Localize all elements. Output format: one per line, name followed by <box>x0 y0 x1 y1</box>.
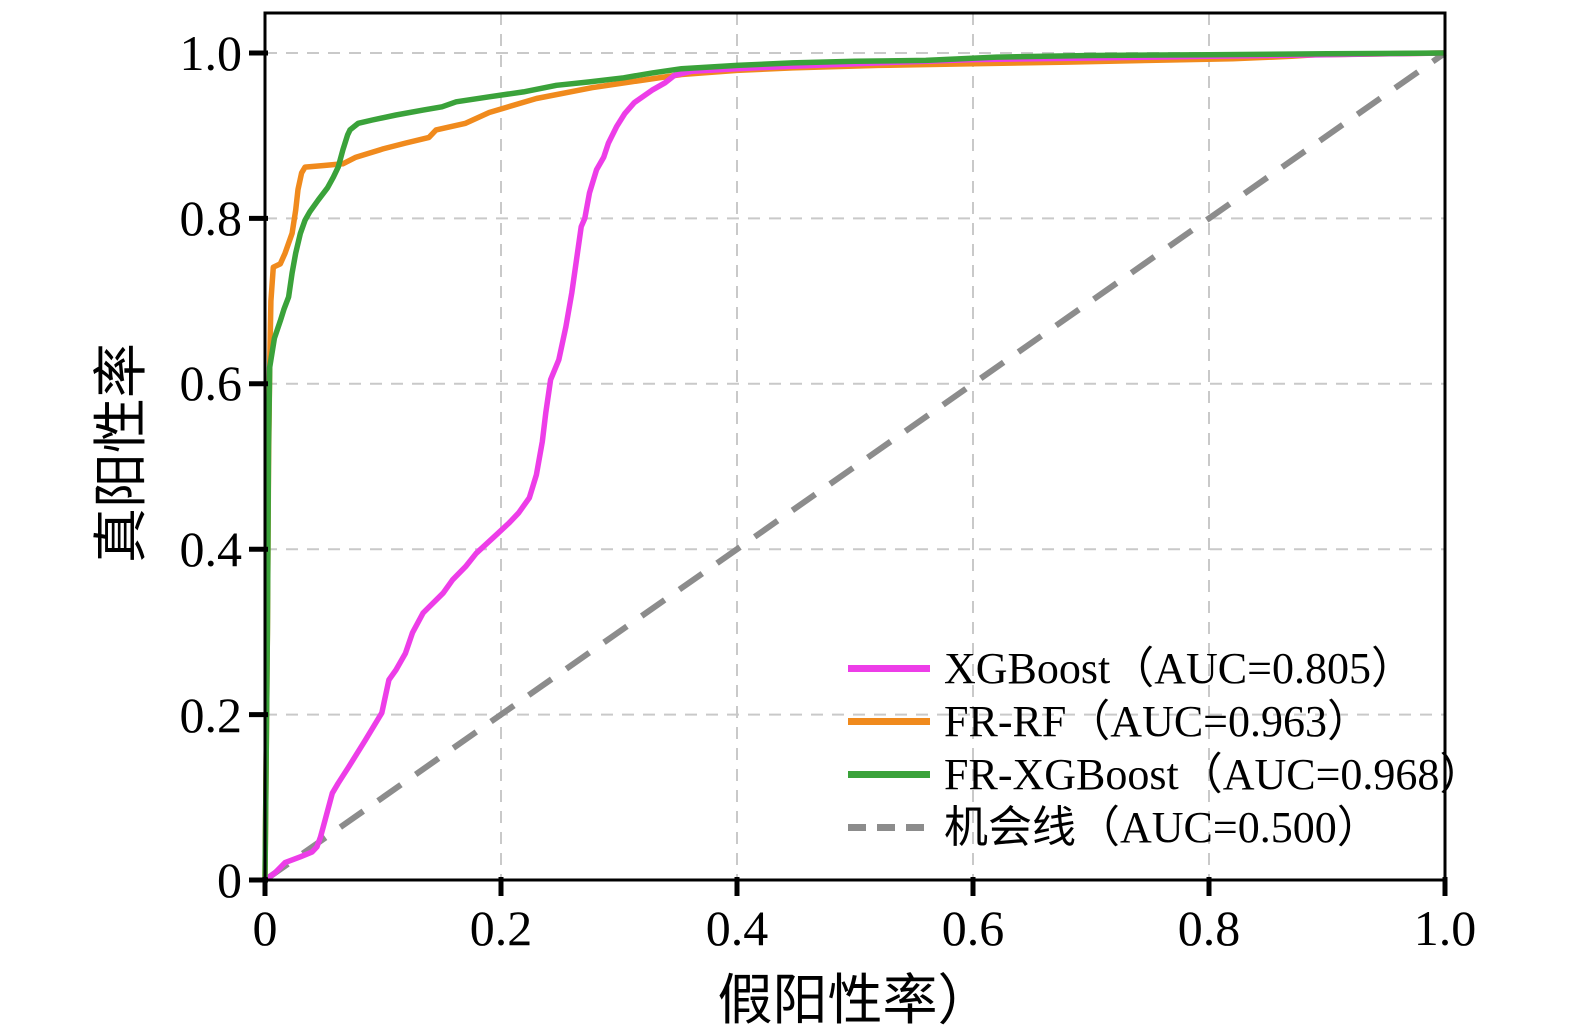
legend-line-swatch <box>848 771 930 778</box>
legend-item-chance-line: 机会线（AUC=0.500） <box>848 801 1483 854</box>
curve-FR-XGBoost <box>262 50 1446 881</box>
y-tick-label: 0.6 <box>179 355 243 411</box>
gridlines <box>265 13 1445 880</box>
x-tick-label: 0.2 <box>469 900 533 956</box>
y-axis-title: 真阳性率 <box>91 343 152 564</box>
y-tick-label: 0.4 <box>179 521 243 577</box>
y-tick-label: 0.8 <box>179 190 243 246</box>
y-tick-label: 0 <box>217 852 242 908</box>
x-tick-label: 0.6 <box>941 900 1005 956</box>
x-axis-title: 假阳性率） <box>717 970 993 1031</box>
legend-item-fr-rf: FR-RF（AUC=0.963） <box>848 695 1483 748</box>
legend-item-xgboost: XGBoost（AUC=0.805） <box>848 642 1483 695</box>
legend-line-swatch <box>848 824 930 831</box>
legend-line-swatch <box>848 665 930 672</box>
legend-label: FR-RF（AUC=0.963） <box>944 697 1372 746</box>
legend: XGBoost（AUC=0.805） FR-RF（AUC=0.963） FR-X… <box>848 642 1483 854</box>
legend-line-swatch <box>848 718 930 725</box>
y-tick-label: 0.2 <box>179 687 243 743</box>
axis-ticks <box>249 50 1448 896</box>
x-tick-label: 0.8 <box>1177 900 1241 956</box>
x-tick-label: 0 <box>252 900 278 956</box>
legend-label: 机会线（AUC=0.500） <box>944 803 1381 852</box>
legend-item-fr-xgboost: FR-XGBoost（AUC=0.968） <box>848 748 1483 801</box>
x-tick-label: 1.0 <box>1413 900 1477 956</box>
curve-机会线 <box>263 50 1447 883</box>
roc-curves <box>262 50 1447 883</box>
curve-XGBoost <box>263 50 1446 883</box>
plot-border <box>263 11 1447 882</box>
y-tick-label: 1.0 <box>179 25 243 81</box>
curve-FR-RF <box>262 50 1446 881</box>
legend-label: FR-XGBoost（AUC=0.968） <box>944 750 1484 799</box>
x-tick-label: 0.4 <box>705 900 769 956</box>
legend-label: XGBoost（AUC=0.805） <box>944 644 1415 693</box>
